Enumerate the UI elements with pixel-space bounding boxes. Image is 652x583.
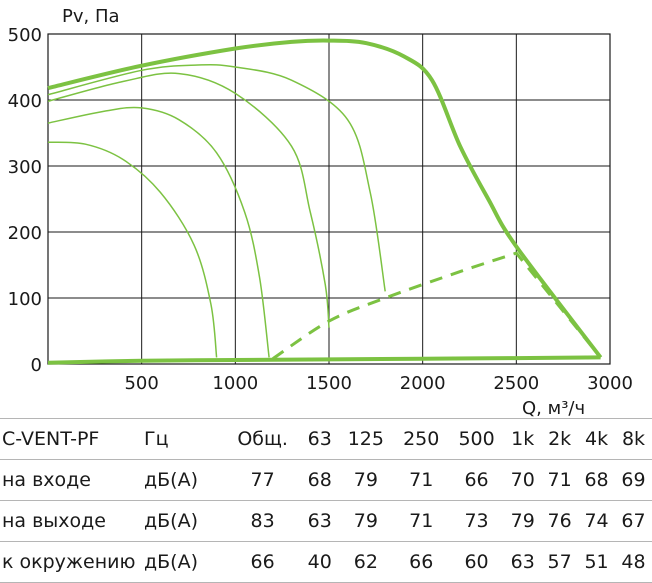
fan-curve-2 bbox=[47, 72, 330, 328]
fan-performance-chart: 500 1000 1500 2000 2500 3000 0 100 200 300 400500 … bbox=[8, 6, 633, 418]
x-axis-label: Q, м³/ч bbox=[522, 398, 585, 418]
table-row: на выходе дБ(А) 83 63 79 71 73 79 76 74 67 bbox=[0, 501, 652, 542]
y-tick-label: 0 bbox=[31, 355, 42, 376]
noise-table: C-VENT-PF Гц Общ. 63 125 250 500 1k 2k 4k 8k на … bbox=[0, 418, 652, 583]
table-cell: 40 bbox=[307, 551, 332, 573]
row-label: на выходе bbox=[2, 510, 106, 532]
row-unit: дБ(А) bbox=[144, 510, 198, 532]
table-cell: 68 bbox=[584, 469, 609, 491]
x-tick-label: 2000 bbox=[400, 373, 446, 394]
table-cell: 74 bbox=[584, 510, 609, 532]
table-row: на входе дБ(А) 77 68 79 71 66 70 71 68 69 bbox=[0, 459, 652, 501]
table-cell: 79 bbox=[510, 510, 535, 532]
fan-curve-4 bbox=[47, 141, 218, 358]
freq-header: 500 bbox=[458, 428, 495, 450]
x-tick-label: 500 bbox=[124, 373, 158, 394]
unit-header: Гц bbox=[144, 428, 169, 450]
table-cell: 66 bbox=[250, 551, 275, 573]
x-tick-label: 3000 bbox=[587, 373, 633, 394]
row-unit: дБ(А) bbox=[144, 551, 198, 573]
table-cell: 79 bbox=[353, 469, 378, 491]
y-axis-label: Pv, Па bbox=[62, 6, 120, 27]
table-cell: 48 bbox=[621, 551, 646, 573]
table-cell: 60 bbox=[464, 551, 489, 573]
freq-header: 250 bbox=[403, 428, 440, 450]
freq-header: 125 bbox=[347, 428, 384, 450]
freq-header: 63 bbox=[307, 428, 332, 450]
table-cell: 69 bbox=[621, 469, 646, 491]
table-cell: 79 bbox=[353, 510, 378, 532]
freq-header: 1k bbox=[511, 428, 535, 450]
table-cell: 63 bbox=[307, 510, 332, 532]
chart-grid bbox=[47, 33, 611, 365]
table-cell: 62 bbox=[353, 551, 378, 573]
model-name: C-VENT-PF bbox=[2, 428, 100, 450]
y-tick-label: 400 bbox=[8, 91, 42, 112]
table-cell: 66 bbox=[464, 469, 489, 491]
table-cell: 51 bbox=[584, 551, 609, 573]
table-cell: 71 bbox=[409, 469, 434, 491]
table-cell: 67 bbox=[621, 510, 646, 532]
chart-curves bbox=[47, 38, 603, 365]
noise-table-header: C-VENT-PF Гц Общ. 63 125 250 500 1k 2k 4k 8k bbox=[0, 418, 652, 460]
table-cell: 77 bbox=[250, 469, 275, 491]
row-label: на входе bbox=[2, 469, 91, 491]
fan-curve-6 bbox=[271, 251, 602, 360]
fan-curve-3 bbox=[47, 106, 270, 358]
chart-tick-labels: 500 1000 1500 2000 2500 3000 0 100 200 300 400 500 bbox=[8, 25, 633, 394]
y-tick-label: 500 bbox=[8, 25, 42, 46]
row-label: к окружению bbox=[2, 551, 136, 573]
table-cell: 66 bbox=[409, 551, 434, 573]
table-cell: 83 bbox=[250, 510, 275, 532]
freq-header: 2k bbox=[548, 428, 572, 450]
y-tick-label: 200 bbox=[8, 223, 42, 244]
table-cell: 76 bbox=[547, 510, 572, 532]
freq-header: 4k bbox=[585, 428, 609, 450]
x-tick-label: 2500 bbox=[493, 373, 539, 394]
table-cell: 73 bbox=[464, 510, 489, 532]
fan-curve-5 bbox=[47, 355, 601, 365]
table-cell: 70 bbox=[510, 469, 535, 491]
table-cell: 63 bbox=[510, 551, 535, 573]
table-cell: 57 bbox=[547, 551, 572, 573]
table-cell: 71 bbox=[409, 510, 434, 532]
table-row: к окружению дБ(А) 66 40 62 66 60 63 57 51 48 bbox=[0, 542, 652, 583]
row-unit: дБ(А) bbox=[144, 469, 198, 491]
fan-curve-1 bbox=[47, 64, 386, 292]
fan-curve-0 bbox=[47, 38, 603, 359]
table-cell: 71 bbox=[547, 469, 572, 491]
table-cell: 68 bbox=[307, 469, 332, 491]
x-tick-label: 1000 bbox=[212, 373, 258, 394]
freq-header: 8k bbox=[621, 428, 646, 450]
freq-header: Общ. bbox=[237, 428, 288, 450]
y-tick-label: 100 bbox=[8, 289, 42, 310]
y-tick-label: 300 bbox=[8, 157, 42, 178]
x-tick-label: 1500 bbox=[306, 373, 352, 394]
